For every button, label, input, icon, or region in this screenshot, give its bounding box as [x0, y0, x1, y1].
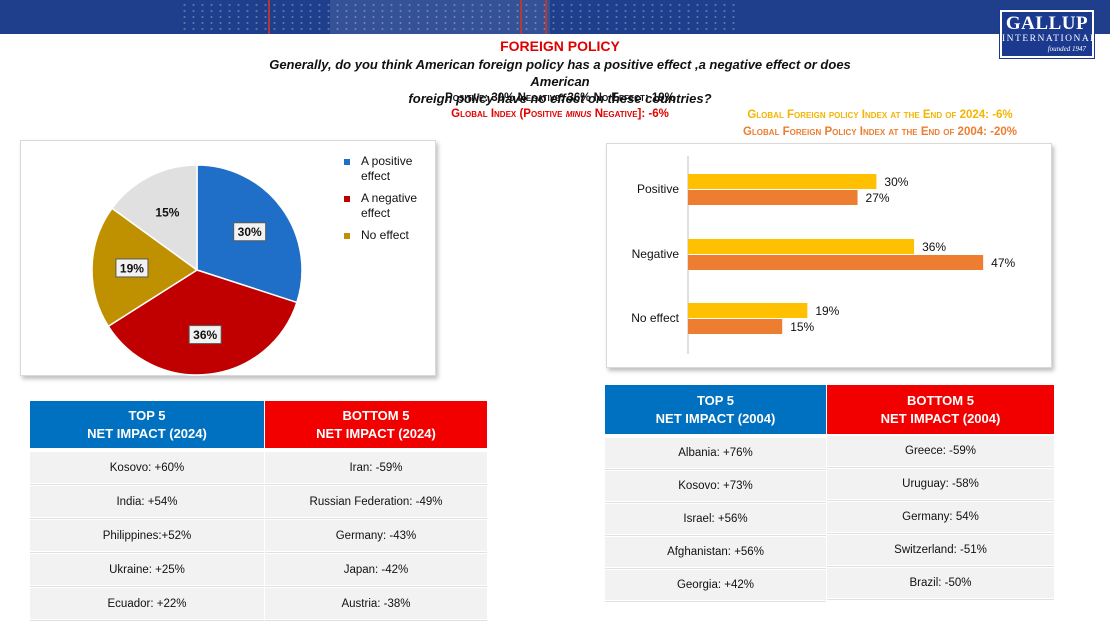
table-row: Uruguay: -58% [827, 469, 1054, 500]
table-row: Germany: 54% [827, 502, 1054, 533]
legend-label: A positive effect [361, 154, 413, 183]
pie-data-label-box [115, 258, 149, 278]
bottom5-2024-column: BOTTOM 5 NET IMPACT (2024) Iran: -59% Ru… [265, 401, 487, 620]
header-banner [0, 0, 1110, 34]
category-label: No effect [631, 311, 679, 325]
header-line: TOP 5 [128, 407, 166, 423]
survey-question: Generally, do you think American foreign… [250, 56, 870, 107]
bottom5-2004-column: BOTTOM 5 NET IMPACT (2004) Greece: -59% … [827, 385, 1054, 599]
banner-accent-line [520, 0, 522, 34]
top5-2004-header: TOP 5 NET IMPACT (2004) [605, 385, 826, 434]
bar-2024 [688, 239, 915, 254]
table-row: Georgia: +42% [605, 570, 826, 601]
banner-accent-line [545, 0, 547, 34]
pie-data-label-box [188, 325, 222, 345]
pie-data-label: 36% [193, 328, 217, 342]
global-index-prefix: Global Index (Positive [451, 108, 563, 120]
legend-label: No effect [361, 228, 409, 242]
logo-subtitle: INTERNATIONAL [1002, 34, 1098, 44]
bar-chart-panel: Positive 30% 27% Negative 36% 47% No effect 19%… [606, 143, 1052, 368]
table-row: Japan: -42% [265, 554, 487, 586]
bar-data-label: 36% [922, 240, 946, 254]
table-row: Iran: -59% [265, 452, 487, 484]
legend-swatch [344, 196, 350, 202]
bar-data-label: 30% [884, 175, 908, 189]
bar-data-label: 15% [790, 320, 814, 334]
bottom5-2024-header: BOTTOM 5 NET IMPACT (2024) [265, 401, 487, 448]
table-row: Greece: -59% [827, 436, 1054, 467]
header-line: NET IMPACT (2004) [655, 410, 776, 426]
table-row: Ukraine: +25% [30, 554, 264, 586]
banner-glow [330, 0, 550, 34]
header-line: NET IMPACT (2024) [87, 425, 207, 441]
legend-swatch [344, 233, 350, 239]
bar-2004 [688, 319, 783, 334]
global-index: Global Index (Positive minus Negative]: … [300, 108, 820, 120]
bar-2024 [688, 303, 808, 318]
pie-data-label: 19% [120, 261, 144, 275]
pie-chart-panel: 30% 36% 19% 15% A positive effect A negative ef… [20, 140, 436, 376]
bar-data-label: 47% [991, 256, 1015, 270]
index-2004: Global Foreign Policy Index at the End o… [742, 126, 1018, 138]
pie-chart: 30% 36% 19% 15% A positive effect A negative ef… [91, 154, 417, 376]
bar-chart: Positive 30% 27% Negative 36% 47% No effect 19%… [631, 156, 1016, 354]
table-row: Afghanistan: +56% [605, 537, 826, 568]
category-label: Negative [632, 247, 680, 261]
bar-data-label: 19% [815, 304, 839, 318]
pie-data-label: 15% [155, 205, 179, 219]
index-2024: Global Foreign policy Index at the End o… [747, 109, 1013, 121]
bottom5-2004-header: BOTTOM 5 NET IMPACT (2004) [827, 385, 1054, 434]
header-line: BOTTOM 5 [907, 392, 974, 408]
table-row: Philippines:+52% [30, 520, 264, 552]
table-row: Austria: -38% [265, 588, 487, 620]
global-index-suffix: Negative]: -6% [594, 108, 669, 120]
logo-name: GALLUP [1005, 13, 1089, 34]
table-row: Brazil: -50% [827, 568, 1054, 599]
table-row: India: +54% [30, 486, 264, 518]
page-title: FOREIGN POLICY [500, 38, 620, 54]
pie-data-label-box [233, 222, 267, 242]
table-row: Israel: +56% [605, 504, 826, 535]
top5-2024-header: TOP 5 NET IMPACT (2024) [30, 401, 264, 448]
banner-accent-line [268, 0, 270, 34]
table-row: Kosovo: +60% [30, 452, 264, 484]
gallup-logo: GALLUP INTERNATIONAL founded 1947 [999, 9, 1098, 59]
pie-data-label: 30% [238, 225, 262, 239]
category-label: Positive [637, 182, 679, 196]
result-summary: Positive: 30% Negative: 36% No Effect: 1… [445, 92, 675, 104]
table-row: Germany: -43% [265, 520, 487, 552]
table-row: Kosovo: +73% [605, 471, 826, 502]
pie-slice [111, 164, 198, 272]
bar-2024 [688, 174, 877, 189]
bar-data-label: 27% [866, 191, 890, 205]
header-line: BOTTOM 5 [342, 407, 410, 423]
top5-2004-column: TOP 5 NET IMPACT (2004) Albania: +76% Ko… [605, 385, 826, 601]
table-row: Ecuador: +22% [30, 588, 264, 620]
question-line: foreign policy have no effect on these c… [408, 91, 712, 106]
bar-2004 [688, 255, 984, 270]
top5-2024-column: TOP 5 NET IMPACT (2024) Kosovo: +60% Ind… [30, 401, 264, 620]
question-line: Generally, do you think American foreign… [269, 57, 851, 89]
logo-founded: founded 1947 [1047, 45, 1086, 53]
bar-2004 [688, 190, 858, 205]
legend-swatch [344, 159, 350, 165]
global-index-minus: minus [565, 108, 592, 120]
header-line: NET IMPACT (2024) [316, 425, 436, 441]
header-line: NET IMPACT (2004) [880, 410, 1001, 426]
pie-slice [107, 269, 298, 376]
legend-label: A negative effect [361, 191, 417, 220]
banner-pattern [180, 2, 740, 32]
header-line: TOP 5 [696, 392, 735, 408]
table-row: Russian Federation: -49% [265, 486, 487, 518]
table-row: Albania: +76% [605, 438, 826, 469]
table-row: Switzerland: -51% [827, 535, 1054, 566]
